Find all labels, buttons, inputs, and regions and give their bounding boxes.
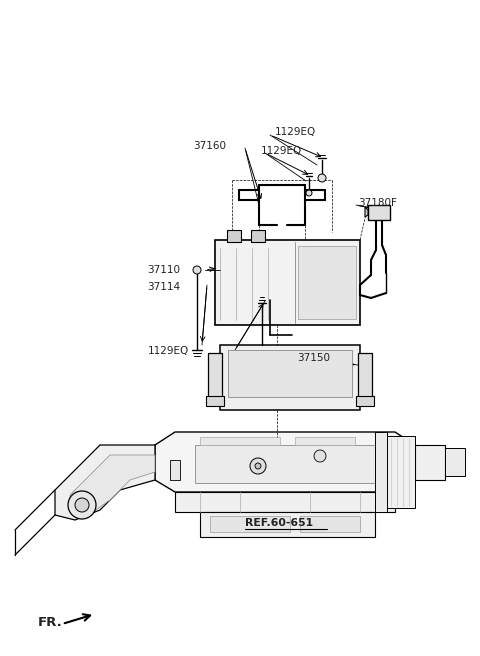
- Bar: [170, 460, 180, 480]
- Bar: [415, 445, 445, 480]
- Bar: [227, 230, 241, 242]
- Circle shape: [68, 491, 96, 519]
- Bar: [200, 512, 375, 537]
- Circle shape: [306, 190, 312, 196]
- Text: 37150: 37150: [297, 353, 330, 363]
- Circle shape: [193, 266, 201, 274]
- Bar: [208, 353, 222, 398]
- Text: 1129EQ: 1129EQ: [275, 127, 316, 137]
- Bar: [200, 437, 280, 445]
- Text: 37180F: 37180F: [358, 198, 397, 208]
- Bar: [195, 445, 380, 483]
- Text: 1129EQ: 1129EQ: [261, 146, 302, 156]
- Circle shape: [255, 463, 261, 469]
- Bar: [210, 516, 290, 532]
- Text: REF.60-651: REF.60-651: [245, 518, 313, 528]
- Circle shape: [250, 458, 266, 474]
- Text: 37110: 37110: [147, 265, 180, 275]
- Polygon shape: [365, 207, 368, 217]
- Bar: [356, 396, 374, 406]
- Bar: [358, 353, 372, 398]
- Circle shape: [314, 450, 326, 462]
- Polygon shape: [155, 432, 415, 492]
- Bar: [220, 345, 360, 410]
- Text: 1129EQ: 1129EQ: [148, 346, 189, 356]
- Bar: [298, 246, 356, 319]
- Bar: [375, 432, 387, 512]
- Bar: [368, 205, 390, 220]
- Text: 37114: 37114: [147, 282, 180, 292]
- Polygon shape: [55, 445, 155, 520]
- Circle shape: [75, 498, 89, 512]
- Bar: [445, 448, 465, 476]
- Circle shape: [318, 174, 326, 182]
- Bar: [206, 396, 224, 406]
- Bar: [295, 437, 355, 445]
- Text: FR.: FR.: [38, 615, 63, 628]
- Bar: [228, 350, 352, 397]
- Bar: [215, 240, 360, 325]
- Polygon shape: [70, 455, 155, 514]
- Bar: [300, 516, 360, 532]
- Bar: [251, 230, 265, 242]
- Bar: [175, 492, 395, 512]
- Text: 37160: 37160: [193, 141, 226, 151]
- Bar: [387, 436, 415, 508]
